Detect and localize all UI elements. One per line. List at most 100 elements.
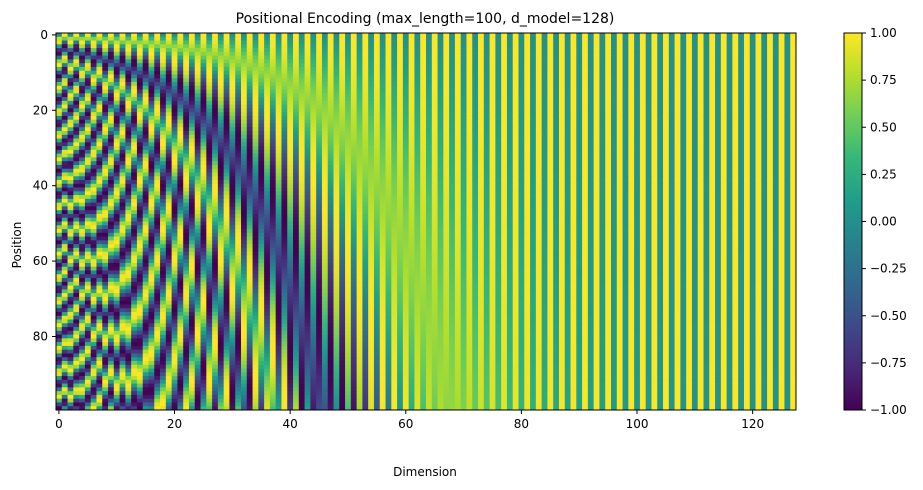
heatmap-cell [697, 97, 704, 102]
heatmap-cell [188, 164, 196, 170]
heatmap-cell [79, 115, 86, 121]
heatmap-cell [113, 36, 120, 41]
heatmap-cell [287, 93, 294, 98]
heatmap-cell [530, 74, 537, 79]
heatmap-cell [668, 146, 675, 151]
heatmap-cell [426, 176, 433, 181]
heatmap-cell [125, 74, 132, 79]
heatmap-cell [524, 149, 531, 154]
heatmap-cell [67, 161, 74, 166]
heatmap-cell [651, 33, 658, 38]
heatmap-cell [703, 176, 710, 181]
heatmap-cell [697, 176, 704, 181]
heatmap-cell [102, 138, 109, 143]
heatmap-cell [483, 115, 490, 121]
heatmap-cell [691, 44, 699, 49]
heatmap-cell [501, 153, 508, 158]
heatmap-cell [165, 63, 172, 68]
heatmap-cell [547, 153, 554, 158]
heatmap-cell [223, 48, 230, 53]
heatmap-cell [154, 36, 161, 41]
heatmap-cell [171, 172, 178, 177]
heatmap-cell [264, 55, 271, 60]
heatmap-cell [206, 112, 213, 117]
heatmap-cell [397, 89, 404, 94]
heatmap-cell [599, 82, 606, 87]
heatmap-cell [616, 59, 623, 64]
heatmap-cell [379, 164, 386, 170]
heatmap-cell [547, 70, 554, 75]
heatmap-cell [680, 78, 687, 83]
heatmap-cell [258, 48, 265, 53]
heatmap-cell [743, 149, 751, 154]
heatmap-cell [570, 112, 577, 117]
heatmap-cell [235, 40, 242, 45]
heatmap-cell [645, 164, 652, 170]
heatmap-cell [252, 127, 259, 132]
heatmap-cell [443, 89, 450, 94]
heatmap-cell [321, 112, 329, 117]
heatmap-cell [131, 97, 138, 102]
heatmap-cell [327, 153, 334, 158]
heatmap-cell [449, 172, 456, 177]
heatmap-cell [437, 153, 444, 158]
heatmap-cell [183, 127, 190, 132]
heatmap-cell [397, 127, 404, 132]
heatmap-cell [518, 115, 525, 121]
heatmap-cell [506, 104, 514, 109]
heatmap-cell [784, 115, 791, 121]
heatmap-cell [599, 36, 606, 41]
heatmap-cell [368, 85, 375, 90]
heatmap-cell [408, 146, 415, 151]
heatmap-cell [680, 100, 687, 105]
heatmap-cell [628, 63, 635, 68]
heatmap-cell [634, 70, 641, 75]
heatmap-cell [379, 48, 386, 53]
heatmap-cell [703, 164, 710, 170]
heatmap-cell [784, 127, 791, 132]
heatmap-cell [524, 66, 531, 72]
heatmap-cell [651, 115, 658, 121]
heatmap-cell [587, 149, 595, 154]
heatmap-cell [269, 104, 277, 109]
heatmap-cell [738, 146, 745, 151]
heatmap-cell [743, 108, 751, 113]
heatmap-cell [229, 66, 236, 72]
heatmap-cell [460, 36, 467, 41]
heatmap-cell [223, 78, 230, 83]
heatmap-cell [397, 123, 404, 128]
heatmap-cell [460, 104, 467, 109]
heatmap-cell [478, 142, 485, 147]
heatmap-cell [391, 164, 398, 170]
heatmap-cell [246, 33, 253, 38]
heatmap-cell [616, 104, 623, 109]
heatmap-cell [460, 112, 467, 117]
heatmap-cell [761, 112, 768, 117]
heatmap-cell [131, 134, 138, 139]
heatmap-cell [553, 164, 560, 170]
heatmap-cell [506, 89, 514, 94]
heatmap-cell [241, 93, 248, 98]
heatmap-cell [183, 123, 190, 128]
heatmap-cell [339, 146, 346, 151]
heatmap-cell [749, 119, 756, 124]
heatmap-cell [206, 161, 213, 166]
heatmap-cell [749, 70, 756, 75]
heatmap-cell [287, 161, 294, 166]
heatmap-cell [402, 149, 410, 154]
heatmap-cell [310, 63, 317, 68]
heatmap-cell [489, 63, 496, 68]
heatmap-cell [206, 40, 213, 45]
heatmap-cell [252, 59, 259, 64]
heatmap-cell [616, 70, 623, 75]
heatmap-cell [287, 63, 294, 68]
heatmap-cell [553, 131, 560, 136]
heatmap-cell [674, 131, 681, 136]
heatmap-cell [564, 40, 571, 45]
heatmap-cell [541, 93, 548, 98]
heatmap-cell [136, 153, 144, 158]
heatmap-cell [431, 157, 438, 162]
heatmap-cell [269, 33, 277, 38]
heatmap-cell [478, 93, 485, 98]
heatmap-cell [466, 164, 473, 170]
